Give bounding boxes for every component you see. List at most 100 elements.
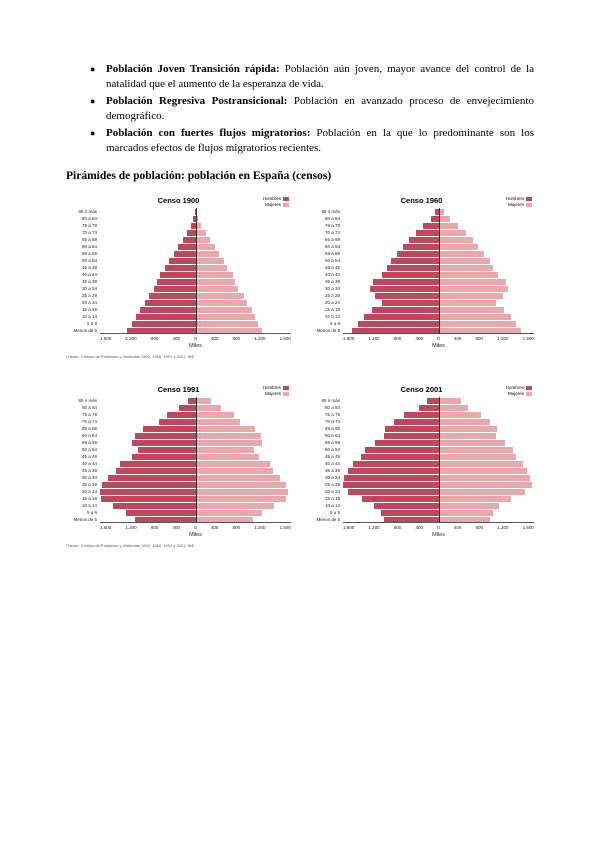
bar-hombres (132, 453, 196, 460)
chart-legend: Hombres Mujeres (263, 196, 289, 208)
legend-swatch-hombres (526, 386, 532, 391)
pyramid-row: 25 a 29 (309, 481, 534, 488)
x-axis-ticks: 1.600 1.200 800 400 0 400 800 1.200 1.600 (100, 336, 291, 341)
chart-legend: Hombres Mujeres (263, 385, 289, 397)
bar-hombres (360, 453, 439, 460)
age-group-label: 20 a 24 (324, 300, 340, 306)
bar-hombres (135, 432, 196, 439)
legend-row-hombres: Hombres (506, 196, 532, 202)
legend-row-mujeres: Mujeres (506, 202, 532, 208)
bar-mujeres (438, 236, 473, 243)
x-tick-label: 1.600 (343, 525, 355, 531)
bar-hombres (371, 306, 439, 313)
mujeres-track (195, 404, 292, 411)
x-axis-ticks: 1.600 1.200 800 400 0 400 800 1.200 1.600 (100, 525, 291, 530)
pyramid-row: 30 a 34 (66, 474, 291, 481)
bar-hombres (159, 418, 196, 425)
mujeres-track (195, 453, 292, 460)
pyramid-row: 5 a 9 (66, 509, 291, 516)
bar-hombres (344, 474, 439, 481)
x-tick-label: 400 (453, 336, 462, 342)
age-group-label: 50 a 54 (324, 447, 340, 453)
hombres-track (343, 243, 439, 250)
x-tick-label: 400 (415, 525, 424, 531)
bar-hombres (375, 292, 439, 299)
age-group-label: Menos de 5 (316, 517, 340, 523)
pyramid-row: 85 ó más (309, 397, 534, 404)
bar-mujeres (438, 278, 506, 285)
age-group-label: 85 ó más (78, 209, 97, 215)
bar-hombres (409, 236, 439, 243)
charts-grid: Censo 1900 Hombres Mujeres 85 ó más 80 a … (66, 196, 534, 548)
pyramid-row: 10 a 14 (66, 313, 291, 320)
chart-title: Censo 1900 (157, 196, 200, 206)
bar-mujeres (438, 264, 494, 271)
age-group-label: 80 a 84 (324, 216, 340, 222)
age-group-label: 5 a 9 (329, 510, 340, 516)
pyramid-row: 50 a 54 (66, 446, 291, 453)
age-group-label: 30 a 34 (81, 286, 97, 292)
bar-mujeres (438, 474, 531, 481)
hombres-track (343, 418, 439, 425)
mujeres-track (195, 208, 292, 215)
chart-legend: Hombres Mujeres (506, 385, 532, 397)
legend-swatch-mujeres (526, 392, 532, 397)
bar-hombres (372, 278, 439, 285)
hombres-track (100, 208, 196, 215)
mujeres-track (195, 509, 292, 516)
mujeres-track (438, 313, 535, 320)
pyramid-row: 20 a 24 (66, 488, 291, 495)
age-group-label: Menos de 5 (316, 328, 340, 334)
bar-mujeres (438, 509, 494, 516)
x-tick-label: 0 (194, 525, 197, 531)
bar-hombres (132, 439, 196, 446)
bar-mujeres (438, 222, 459, 229)
bar-mujeres (438, 467, 527, 474)
pyramid-plot: 85 ó más 80 a 84 75 a 79 70 a 74 65 a 69 60 a… (66, 397, 292, 524)
pyramid-row: 65 a 69 (66, 425, 291, 432)
source-note: Fuente: Censos de Población y Viviendas … (66, 543, 195, 549)
pyramid-row: 75 a 79 (309, 411, 534, 418)
hombres-track (100, 236, 196, 243)
mujeres-track (438, 495, 535, 502)
mujeres-track (438, 285, 535, 292)
x-tick-label: 400 (453, 525, 462, 531)
age-group-label: 45 a 49 (81, 454, 97, 460)
hombres-track (343, 425, 439, 432)
hombres-track (343, 481, 439, 488)
mujeres-track (438, 222, 535, 229)
bar-hombres (343, 481, 439, 488)
bar-mujeres (195, 411, 234, 418)
pyramid-row: Menos de 5 (309, 327, 534, 334)
hombres-track (343, 222, 439, 229)
hombres-track (100, 313, 196, 320)
mujeres-track (438, 432, 535, 439)
age-group-label: 40 a 44 (324, 461, 340, 467)
age-group-label: 65 a 69 (81, 237, 97, 243)
mujeres-track (195, 411, 292, 418)
bar-mujeres (195, 292, 244, 299)
age-group-label: 55 a 59 (324, 251, 340, 257)
hombres-track (343, 313, 439, 320)
pyramid-row: 35 a 39 (66, 467, 291, 474)
bullet-item-migratorios: ● Población con fuertes flujos migratorio… (88, 126, 534, 155)
hombres-track (100, 509, 196, 516)
hombres-track (343, 460, 439, 467)
bar-mujeres (438, 446, 514, 453)
pyramid-row: 55 a 59 (309, 439, 534, 446)
pyramid-row: 60 a 64 (66, 432, 291, 439)
pyramid-row: 45 a 49 (309, 264, 534, 271)
hombres-track (100, 397, 196, 404)
x-tick-label: 1.200 (125, 336, 137, 342)
x-tick-label: 0 (194, 336, 197, 342)
age-group-label: 10 a 14 (81, 503, 97, 509)
pyramid-row: 80 a 84 (309, 404, 534, 411)
bar-hombres (178, 404, 196, 411)
pyramid-plot: 85 ó más 80 a 84 75 a 79 70 a 74 65 a 69 60 a… (309, 208, 535, 335)
bullet-icon: ● (90, 64, 96, 74)
hombres-track (343, 229, 439, 236)
bar-mujeres (438, 313, 511, 320)
bar-mujeres (438, 285, 509, 292)
bar-mujeres (195, 236, 210, 243)
bullet-icon: ● (90, 96, 96, 107)
